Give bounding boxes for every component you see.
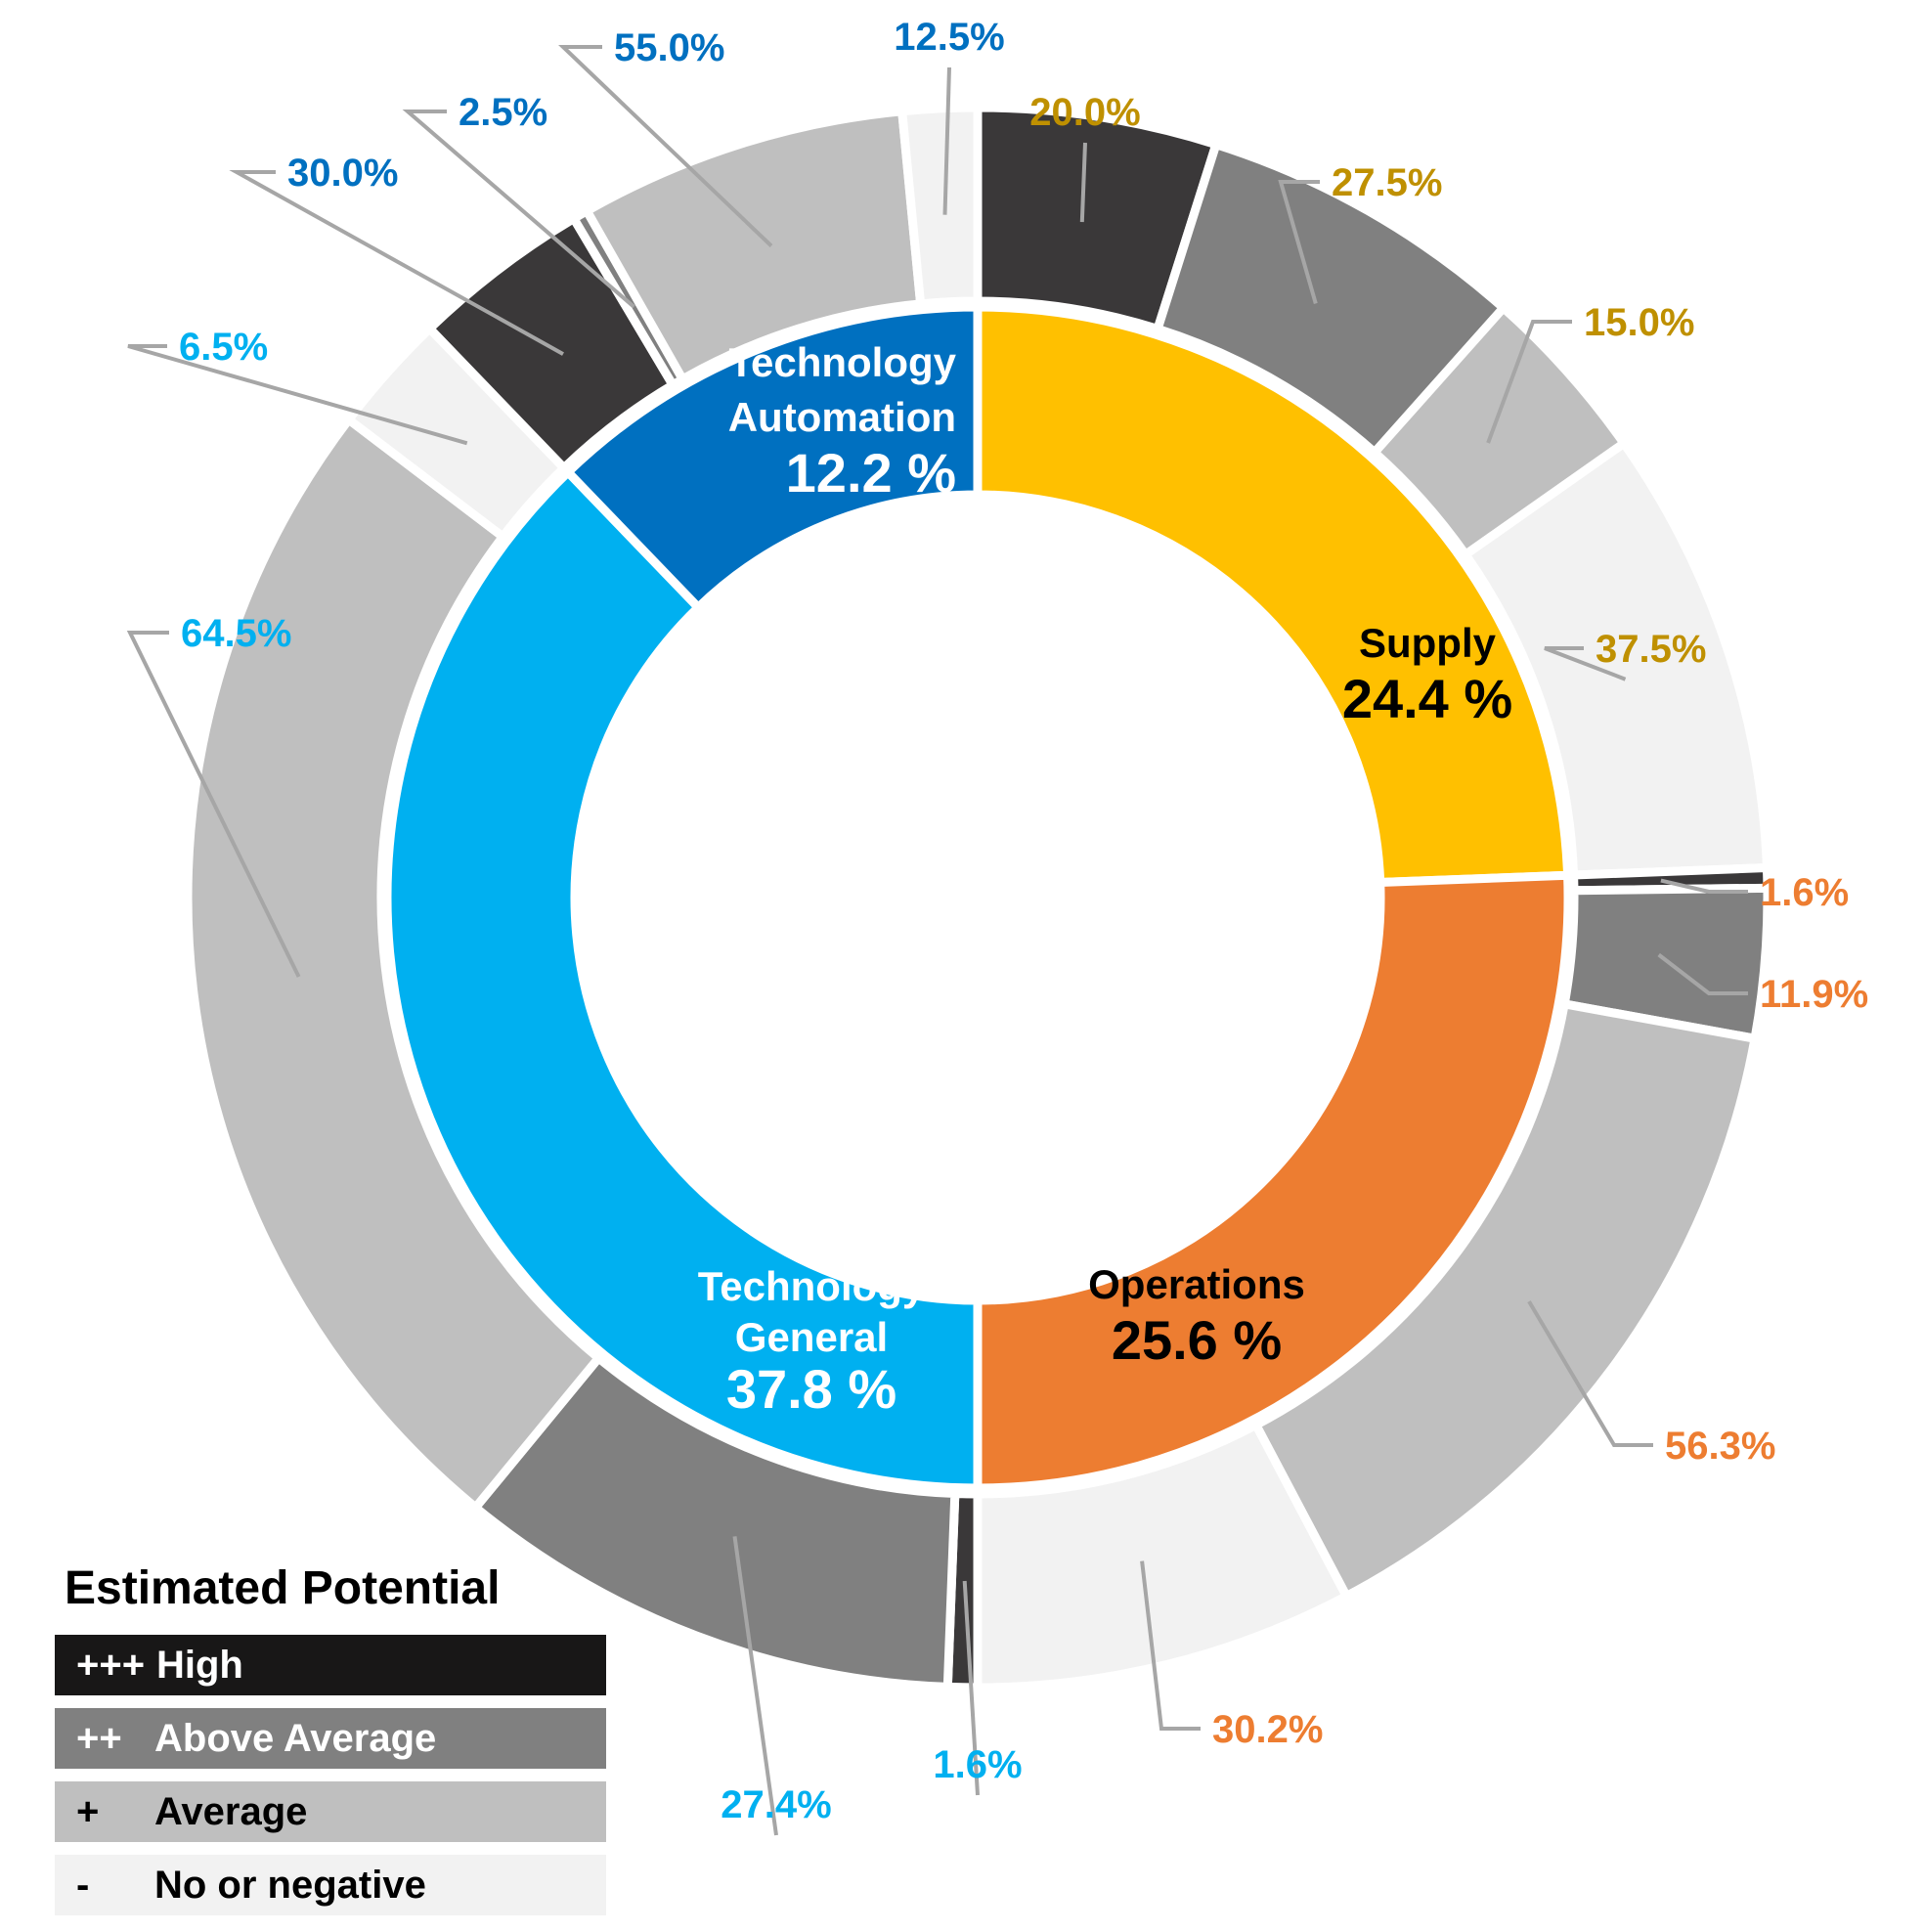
inner-labels: Supply 24.4 % Operations 25.6 % Technology Ge… <box>698 339 1512 1420</box>
leader-line-1-1 <box>1657 952 1748 995</box>
leader-line-2-1 <box>732 1536 778 1836</box>
legend-swatch-2 <box>55 1781 606 1842</box>
segment-value-label-1-1: 11.9% <box>1760 973 1868 1016</box>
leader-line-1-3 <box>1140 1560 1201 1731</box>
inner-slice-2 <box>382 465 983 1493</box>
leader-line-3-3 <box>942 66 951 215</box>
legend-title: Estimated Potential <box>65 1562 500 1614</box>
category-value: 12.2 % <box>786 442 956 504</box>
leader-line-0-0 <box>1079 142 1087 223</box>
category-value: 24.4 % <box>1342 668 1512 729</box>
segment-value-label-0-0: 20.0% <box>1029 91 1140 134</box>
legend-symbol-2: + <box>76 1790 99 1833</box>
category-label-3: Technology Automation 12.2 % <box>728 339 957 504</box>
category-name-line: Supply <box>1359 620 1497 666</box>
legend-label-2: Average <box>154 1790 307 1833</box>
category-label-0: Supply 24.4 % <box>1342 620 1512 729</box>
legend-symbol-0: +++ <box>76 1644 145 1687</box>
segment-value-label-1-2: 56.3% <box>1665 1425 1775 1468</box>
leader-line-1-2 <box>1527 1300 1653 1447</box>
category-label-2: Technology General 37.8 % <box>698 1263 926 1420</box>
legend-symbol-3: - <box>76 1864 89 1907</box>
inner-slice-1 <box>973 870 1573 1493</box>
outer-segment-3-3 <box>896 103 983 309</box>
segment-value-label-2-0: 1.6% <box>933 1743 1022 1786</box>
outer-labels: 20.0% 27.5% 15.0% 37.5% 1.6% 11.9% 56.3% 30.2% 1… <box>179 16 1868 1826</box>
leader-line-2-3 <box>127 344 468 446</box>
legend-label-3: No or negative <box>154 1864 426 1907</box>
category-value: 37.8 % <box>726 1358 896 1420</box>
inner-ring <box>382 302 1573 1493</box>
legend-label-0: High <box>156 1644 243 1687</box>
leader-line-0-3 <box>1544 646 1627 681</box>
legend-symbol-1: ++ <box>76 1717 122 1760</box>
inner-slice-3 <box>561 302 983 614</box>
leader-line-0-2 <box>1486 320 1572 444</box>
legend-label-1: Above Average <box>154 1717 436 1760</box>
legend-swatch-3 <box>55 1855 606 1915</box>
leader-lines <box>126 45 1748 1836</box>
segment-value-label-3-0: 30.0% <box>287 152 398 195</box>
legend-swatch-1 <box>55 1708 606 1769</box>
outer-ring <box>183 103 1772 1692</box>
leader-line-3-1 <box>402 110 635 309</box>
segment-value-label-0-3: 37.5% <box>1596 628 1706 671</box>
category-name-line: Technology <box>698 1263 926 1309</box>
category-value: 25.6 % <box>1112 1309 1282 1371</box>
segment-value-label-0-2: 15.0% <box>1584 301 1694 344</box>
segment-value-label-3-3: 12.5% <box>894 16 1004 59</box>
category-name-line: Technology <box>728 339 956 385</box>
category-name-line: Operations <box>1088 1261 1305 1307</box>
leader-line-1-0 <box>1660 878 1748 894</box>
legend: Estimated Potential +++ High ++ Above Averag… <box>55 1562 606 1915</box>
inner-slice-0 <box>973 302 1573 888</box>
legend-swatch-0 <box>55 1635 606 1695</box>
segment-value-label-3-2: 55.0% <box>614 26 724 69</box>
segment-value-label-2-1: 27.4% <box>721 1783 831 1826</box>
segment-value-label-0-1: 27.5% <box>1332 161 1442 204</box>
leader-line-3-0 <box>229 170 564 356</box>
category-label-1: Operations 25.6 % <box>1088 1261 1305 1371</box>
category-name-line: General <box>735 1314 888 1360</box>
segment-value-label-2-3: 6.5% <box>179 326 268 369</box>
leader-line-2-0 <box>962 1580 980 1796</box>
segment-value-label-1-3: 30.2% <box>1212 1708 1323 1751</box>
outer-segment-2-2 <box>183 413 605 1515</box>
leader-line-3-2 <box>558 45 773 247</box>
leader-line-0-1 <box>1278 180 1320 304</box>
segment-value-label-1-0: 1.6% <box>1760 871 1849 914</box>
segment-value-label-3-1: 2.5% <box>459 91 547 134</box>
category-name-line: Automation <box>728 394 956 440</box>
leader-line-2-2 <box>126 631 301 978</box>
segment-value-label-2-2: 64.5% <box>181 612 291 655</box>
